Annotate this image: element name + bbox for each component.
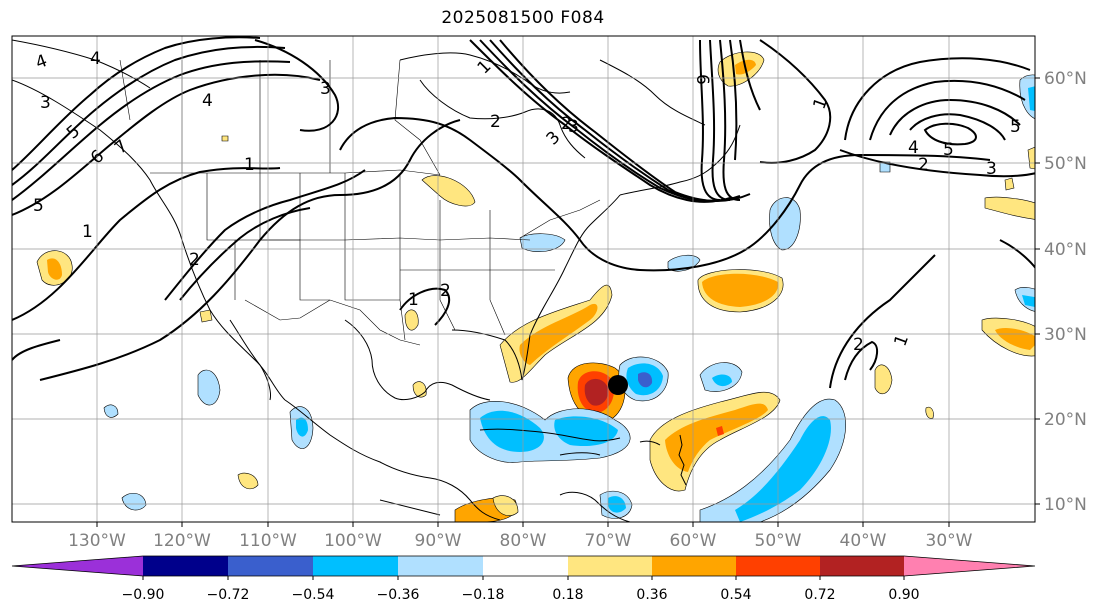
colorbar-extend-high — [904, 556, 1035, 576]
storm-center-marker — [608, 375, 628, 395]
lon-label: 30°W — [926, 531, 973, 551]
contour-label: 3 — [40, 93, 51, 113]
lon-label: 130°W — [68, 531, 126, 551]
colorbar-extend-low — [12, 556, 143, 576]
lon-label: 50°W — [755, 531, 802, 551]
latitude-labels: 60°N 50°N 40°N 30°N 20°N 10°N — [1044, 69, 1087, 515]
contour-label: 5 — [33, 196, 44, 216]
lon-label: 40°W — [840, 531, 887, 551]
lon-label: 110°W — [239, 531, 297, 551]
contour-label: 2 — [853, 335, 864, 355]
colorbar-segment — [483, 556, 568, 576]
colorbar-segment — [143, 556, 228, 576]
colorbar-tick-label: −0.18 — [462, 587, 505, 603]
colorbar-segment — [652, 556, 736, 576]
contour-label: 3 — [320, 79, 331, 99]
lon-label: 120°W — [153, 531, 211, 551]
contour-label: 2 — [440, 281, 451, 301]
contour-label: 6 — [692, 74, 712, 85]
contour-label: 2 — [490, 112, 501, 132]
contour-label: 3 — [568, 117, 579, 137]
contour-label: 4 — [202, 91, 213, 111]
contour-label: 5 — [943, 140, 954, 160]
map-title: 2025081500 F084 — [441, 8, 605, 28]
lat-label: 50°N — [1044, 154, 1087, 174]
colorbar-segment — [820, 556, 904, 576]
colorbar-tick-label: −0.54 — [292, 587, 335, 603]
colorbar-tick-label: 0.18 — [552, 587, 583, 603]
lat-label: 30°N — [1044, 325, 1087, 345]
lon-label: 80°W — [500, 531, 547, 551]
lon-label: 90°W — [415, 531, 462, 551]
colorbar-tick-label: −0.36 — [377, 587, 420, 603]
lat-label: 20°N — [1044, 410, 1087, 430]
contour-label: 5 — [1010, 117, 1021, 137]
colorbar-segment — [313, 556, 398, 576]
contour-label: 4 — [908, 138, 919, 158]
colorbar-tick-label: −0.72 — [207, 587, 250, 603]
contour-label: 3 — [986, 159, 997, 179]
colorbar-tick-label: 0.36 — [636, 587, 667, 603]
lat-label: 40°N — [1044, 240, 1087, 260]
contour-label: 1 — [408, 290, 419, 310]
contour-lines — [12, 36, 1035, 389]
contour-label: 4 — [90, 49, 101, 69]
tick-marks — [96, 77, 1040, 527]
colorbar-tick-label: 0.90 — [888, 587, 919, 603]
colorbar — [11, 555, 1036, 580]
lon-label: 60°W — [670, 531, 717, 551]
contour-label: 2 — [189, 250, 200, 270]
colorbar-segment — [736, 556, 820, 576]
colorbar-tick-label: 0.72 — [804, 587, 835, 603]
colorbar-segment — [228, 556, 313, 576]
contour-label: 1 — [244, 155, 255, 175]
contour-label: 2 — [561, 114, 572, 134]
contour-label: 2 — [918, 155, 929, 175]
colorbar-tick-labels: −0.90 −0.72 −0.54 −0.36 −0.18 0.18 0.36 … — [122, 587, 920, 603]
longitude-labels: 130°W 120°W 110°W 100°W 90°W 80°W 70°W 6… — [68, 531, 973, 551]
lat-label: 60°N — [1044, 69, 1087, 89]
colorbar-segment — [398, 556, 483, 576]
lon-label: 70°W — [585, 531, 632, 551]
lat-label: 10°N — [1044, 495, 1087, 515]
political-borders — [119, 59, 601, 346]
contour-label: 1 — [82, 222, 93, 242]
colorbar-tick-label: −0.90 — [122, 587, 165, 603]
colorbar-tick-label: 0.54 — [720, 587, 751, 603]
colorbar-segment — [568, 556, 652, 576]
lon-label: 100°W — [324, 531, 382, 551]
graticule — [12, 36, 1035, 522]
